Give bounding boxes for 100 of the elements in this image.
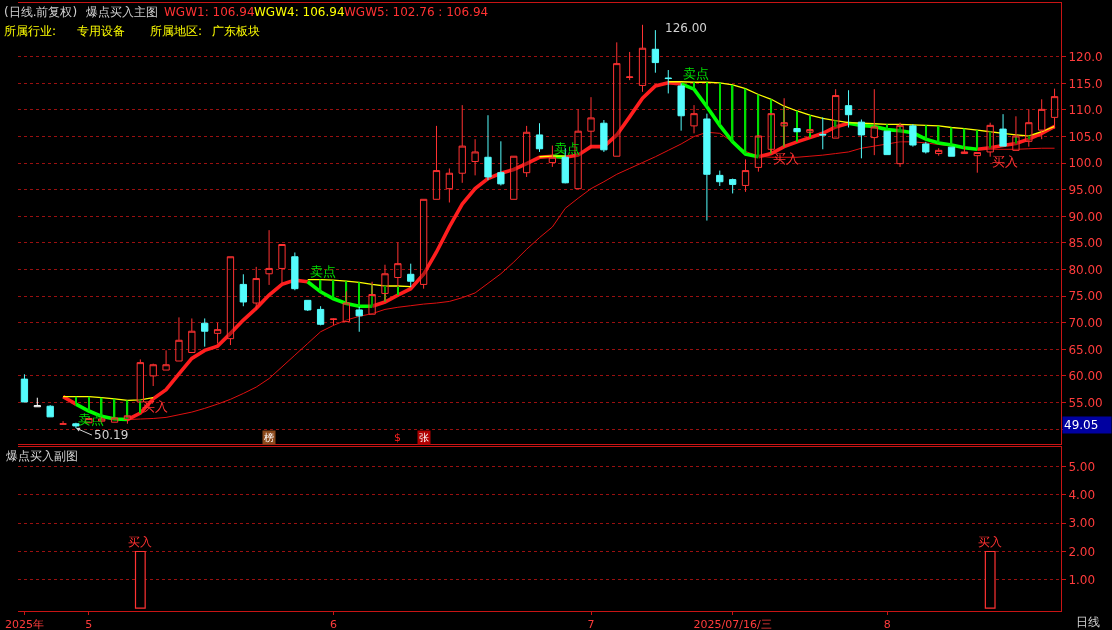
- candlestick: [20, 373, 29, 403]
- candlestick: [484, 114, 492, 181]
- y-tick-label: 115.0: [1068, 76, 1103, 91]
- y-tick-label: 4.00: [1068, 488, 1096, 503]
- candlestick: [922, 141, 930, 155]
- bar: [345, 281, 348, 304]
- candlestick: [716, 170, 724, 187]
- candlestick: [419, 198, 428, 290]
- candlestick: [690, 104, 698, 134]
- candlestick: [986, 122, 994, 158]
- chart-title: 爆点买入副图: [6, 449, 78, 463]
- annotation: 126.00: [665, 21, 707, 35]
- candlestick: [909, 123, 917, 148]
- candlestick: [896, 122, 904, 168]
- candlestick: [535, 122, 544, 153]
- x-tick-label: 6: [329, 618, 337, 630]
- data-label: 买入: [978, 534, 1003, 549]
- candlestick: [201, 317, 209, 348]
- candlestick: [819, 116, 827, 150]
- candlestick: [883, 130, 891, 156]
- candlestick: [1050, 88, 1059, 130]
- annotation: 50.19: [94, 428, 129, 442]
- candlestick: [381, 264, 389, 303]
- y-tick-label: 100.0: [1068, 156, 1103, 171]
- candlestick: [162, 349, 170, 371]
- y-tick-label: 90.00: [1068, 209, 1103, 224]
- candlestick: [110, 417, 119, 423]
- candlestick: [497, 140, 505, 186]
- y-tick-label: 120.0: [1068, 49, 1103, 64]
- candlestick: [999, 113, 1007, 147]
- bar: [358, 282, 360, 307]
- annotation: 卖点: [310, 264, 336, 279]
- annotation: 所属行业:: [4, 24, 57, 38]
- bar: [719, 82, 721, 126]
- y-tick-label: 60.00: [1068, 369, 1103, 384]
- candlestick: [316, 305, 325, 326]
- candlestick: [522, 125, 531, 178]
- candlestick: [355, 306, 363, 333]
- candlestick: [445, 167, 454, 203]
- y-tick-label: 55.00: [1068, 395, 1103, 410]
- bar: [139, 399, 142, 414]
- candlestick: [793, 128, 801, 133]
- text: 49.05: [1064, 418, 1099, 432]
- candlestick: [947, 146, 956, 157]
- candlestick: [278, 244, 286, 284]
- candlestick: [638, 24, 647, 93]
- y-tick-label: 75.00: [1068, 289, 1103, 304]
- bar: [693, 82, 695, 90]
- candlestick: [175, 316, 183, 362]
- bar: [706, 82, 708, 107]
- candlestick: [368, 281, 376, 315]
- candlestick: [252, 266, 260, 311]
- candlestick: [677, 82, 685, 132]
- y-tick-label: 65.00: [1068, 342, 1103, 357]
- y-tick-label: 80.00: [1068, 262, 1103, 277]
- bar: [1028, 135, 1030, 140]
- y-tick-label: 5.00: [1068, 459, 1096, 474]
- bar: [1015, 134, 1017, 144]
- bar: [397, 286, 399, 296]
- candlestick: [741, 158, 750, 193]
- candlestick: [471, 138, 479, 176]
- candlestick: [213, 322, 222, 344]
- y-tick-label: 110.0: [1068, 103, 1103, 118]
- candlestick: [304, 299, 312, 312]
- x-tick-label: 2025年: [4, 618, 44, 630]
- y-tick-label: 95.00: [1068, 182, 1103, 197]
- data-label: 买入: [128, 534, 153, 549]
- x-tick-label: 7: [587, 618, 595, 630]
- y-tick-label: 3.00: [1068, 516, 1096, 531]
- candlestick: [407, 263, 415, 288]
- annotation: 广东板块: [212, 24, 260, 38]
- bar: [770, 99, 773, 154]
- candlestick: [664, 69, 672, 94]
- bar: [88, 396, 90, 412]
- candlestick: [59, 420, 67, 425]
- candlestick: [1025, 108, 1033, 148]
- candlestick: [291, 251, 299, 291]
- bar: [75, 396, 77, 405]
- candlestick: [458, 104, 466, 184]
- candlestick: [600, 119, 608, 153]
- candlestick: [780, 97, 788, 148]
- bar: [925, 125, 927, 140]
- candlestick: [935, 147, 943, 157]
- candlestick: [625, 51, 634, 81]
- text: 日线: [1076, 615, 1100, 629]
- annotation: 专用设备: [77, 24, 125, 38]
- y-tick-label: 70.00: [1068, 315, 1103, 330]
- candlestick: [806, 129, 814, 133]
- chart-title: (日线.前复权): [4, 5, 78, 19]
- bar: [899, 124, 901, 131]
- bar: [384, 286, 386, 302]
- candlestick: [33, 397, 41, 408]
- candlestick: [265, 229, 273, 286]
- bar: [757, 94, 760, 157]
- x-tick-label: 8: [883, 618, 891, 630]
- bar: [976, 130, 979, 150]
- candlestick: [973, 151, 981, 174]
- candlestick: [510, 155, 518, 200]
- candlestick: [728, 178, 737, 194]
- annotation: $: [394, 431, 401, 444]
